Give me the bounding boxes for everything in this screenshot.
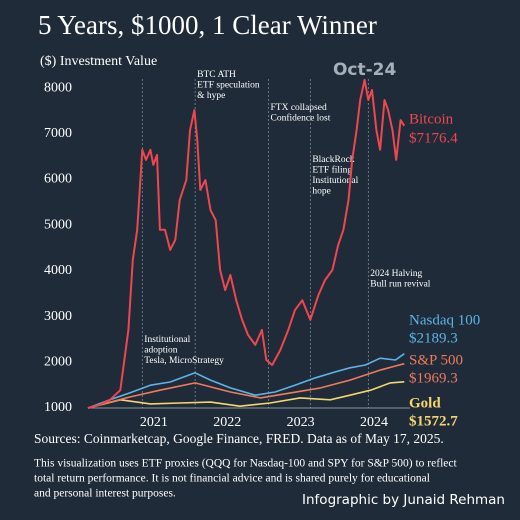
- note: This visualization uses ETF proxies (QQQ…: [34, 458, 457, 470]
- legend-label: Gold: [409, 395, 441, 411]
- legend-label: Bitcoin: [409, 111, 454, 127]
- value-label: $1572.7: [409, 413, 458, 429]
- y-tick-label: 1000: [44, 400, 72, 415]
- y-tick-label: 4000: [44, 263, 72, 278]
- x-tick-label: 2022: [213, 415, 241, 430]
- annotation: ETF filing: [312, 165, 352, 176]
- x-tick-label: 2024: [360, 415, 388, 430]
- annotation: adoption: [144, 346, 177, 356]
- chart-title: 5 Years, $1000, 1 Clear Winner: [38, 10, 377, 40]
- credit: Infographic by Junaid Rehman: [302, 492, 505, 508]
- x-tick-label: 2023: [287, 415, 315, 430]
- note: total return performance. It is not fina…: [34, 473, 430, 485]
- annotation: BTC ATH: [197, 70, 236, 80]
- annotation: Confidence lost: [271, 113, 331, 124]
- y-tick-label: 3000: [44, 309, 72, 324]
- series-line: [87, 353, 405, 409]
- annotation: BlackRock: [312, 155, 354, 165]
- y-tick-label: 8000: [44, 80, 72, 95]
- series-line: [87, 381, 405, 409]
- y-axis-label: ($) Investment Value: [40, 54, 157, 69]
- annotation: 2024 Halving: [370, 269, 422, 279]
- annotation: Institutional: [144, 335, 190, 345]
- note: and personal interest purposes.: [34, 488, 176, 500]
- value-label: $2189.3: [409, 330, 458, 346]
- annotation: Bull run revival: [370, 280, 431, 290]
- value-label: $7176.4: [409, 130, 458, 146]
- y-tick-label: 5000: [44, 217, 72, 232]
- annotation: Tesla, MicroStrategy: [144, 356, 224, 366]
- y-tick-label: 2000: [44, 355, 72, 370]
- value-label: $1969.3: [409, 370, 458, 386]
- legend-label: S&P 500: [409, 352, 463, 368]
- annotation: FTX collapsed: [271, 103, 327, 113]
- legend-label: Nasdaq 100: [409, 312, 480, 328]
- series-line: [87, 362, 405, 409]
- annotation: Oct-24: [333, 60, 397, 80]
- x-tick-label: 2021: [140, 415, 168, 430]
- annotation: & hype: [197, 91, 225, 101]
- y-tick-label: 7000: [44, 126, 72, 141]
- annotation: Institutional: [312, 176, 358, 186]
- series-line: [87, 78, 406, 409]
- annotation: ETF speculation: [197, 81, 260, 91]
- source: Sources: Coinmarketcap, Google Finance, …: [34, 431, 444, 446]
- y-tick-label: 6000: [44, 172, 72, 187]
- annotation: hope: [312, 187, 330, 197]
